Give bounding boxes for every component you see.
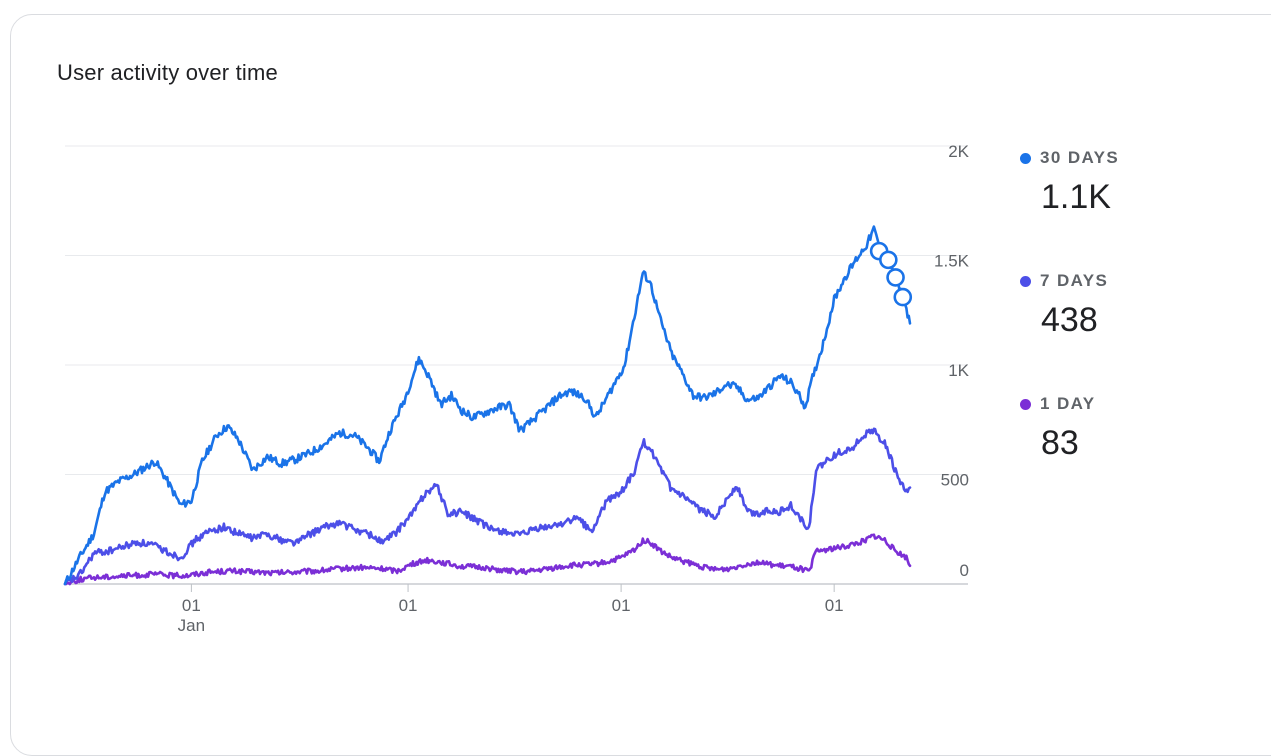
y-tick-label: 0 <box>960 561 969 580</box>
legend-label-1-day: 1 DAY <box>1040 394 1096 413</box>
series-line-1-day <box>63 533 912 586</box>
legend-value-1-day: 83 <box>1041 424 1079 462</box>
data-point-marker <box>879 250 898 270</box>
legend-value-7-days: 438 <box>1041 301 1098 339</box>
y-tick-label: 1K <box>948 361 969 380</box>
legend-item-1-day[interactable]: 1 DAY 83 <box>1020 392 1240 515</box>
legend-label-7-days: 7 DAYS <box>1040 271 1109 290</box>
x-tick-label: 01 <box>182 596 201 615</box>
legend-item-7-days[interactable]: 7 DAYS 438 <box>1020 269 1240 392</box>
series-line-30-days <box>63 225 912 586</box>
x-tick-sublabel: Jan <box>178 616 205 635</box>
legend-dot-7-days <box>1020 275 1031 287</box>
series-line-7-days <box>63 427 912 586</box>
chart-card <box>10 14 1271 756</box>
x-tick-label: 01 <box>825 596 844 615</box>
legend-value-30-days: 1.1K <box>1041 178 1111 216</box>
card-title: User activity over time <box>57 60 278 85</box>
data-point-marker <box>886 268 905 287</box>
legend-dot-1-day <box>1020 398 1031 410</box>
y-tick-label: 1.5K <box>934 252 970 271</box>
x-tick-label: 01 <box>399 596 418 615</box>
x-tick-label: 01 <box>612 596 631 615</box>
legend-dot-30-days <box>1020 152 1031 164</box>
legend-item-30-days[interactable]: 30 DAYS 1.1K <box>1020 146 1240 269</box>
legend-label-30-days: 30 DAYS <box>1040 148 1120 167</box>
legend: 30 DAYS 1.1K 7 DAYS 438 1 DAY 83 <box>1020 146 1240 515</box>
y-tick-label: 2K <box>948 142 969 161</box>
data-point-marker <box>893 287 913 307</box>
y-tick-label: 500 <box>941 471 969 490</box>
